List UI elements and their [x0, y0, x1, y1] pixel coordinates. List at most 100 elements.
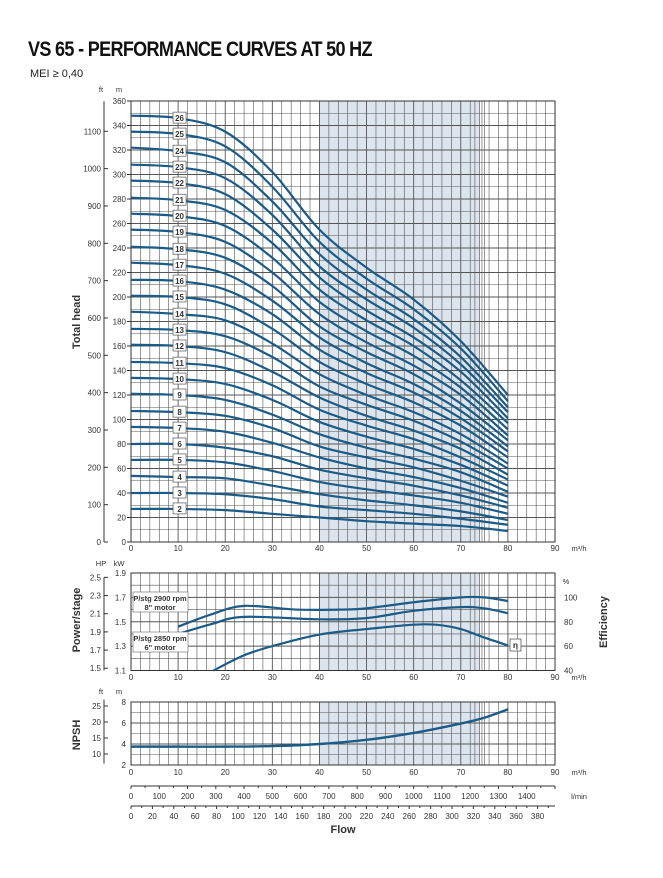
gpm-tick-label: 160: [296, 812, 310, 821]
y-axis-title: Total head: [71, 295, 83, 349]
x-tick-label: 50: [362, 673, 371, 682]
y-tick-label-hp: 2.1: [90, 610, 102, 619]
stage-label-20: 20: [175, 212, 184, 221]
y-axis-title-efficiency: Efficiency: [598, 595, 610, 648]
y-tick-label-m: 160: [113, 342, 127, 351]
y-tick-label-pct: 80: [564, 618, 573, 627]
head-curve-stages-8: [130, 409, 509, 498]
y-tick-label-ft: 300: [88, 426, 102, 435]
lmin-tick-label: 900: [379, 792, 393, 801]
stage-label-box: [172, 486, 187, 499]
power-label-motor: 6" motor: [144, 643, 175, 652]
head-curve-stages-15: [130, 294, 509, 459]
stage-label-box: [172, 160, 187, 173]
x-tick-label: 50: [362, 768, 371, 777]
head-curve-stages-24: [130, 146, 509, 409]
x-tick-label: 60: [409, 768, 418, 777]
efficiency-curve: [212, 623, 509, 672]
y-tick-label-kw: 1.7: [115, 593, 127, 602]
x-unit-label: m³/h: [572, 768, 587, 777]
x-tick-label: 80: [503, 544, 512, 553]
y-tick-label-m: 320: [113, 146, 127, 155]
lmin-tick-label: 0: [129, 792, 134, 801]
gpm-tick-label: 80: [212, 812, 221, 821]
x-tick-label: 80: [503, 768, 512, 777]
lmin-tick-label: 200: [181, 792, 195, 801]
y-tick-label-ft: 1100: [84, 127, 102, 136]
x-tick-label: 90: [551, 544, 560, 553]
stage-label-box: [172, 388, 187, 401]
gpm-tick-label: 340: [488, 812, 502, 821]
head-curve-stages-22: [130, 179, 509, 420]
y-tick-label-m: 120: [113, 391, 127, 400]
y-tick-label-ft: 25: [92, 702, 101, 711]
head-curve-stages-14: [130, 310, 509, 465]
y-tick-label-ft: 500: [88, 351, 102, 360]
stage-label-11: 11: [175, 359, 184, 368]
x-tick-label: 20: [221, 768, 230, 777]
stage-label-18: 18: [175, 245, 184, 254]
stage-label-16: 16: [175, 277, 184, 286]
y-tick-label-hp: 1.5: [90, 664, 102, 673]
stage-label-box: [172, 290, 187, 303]
y-tick-label-kw: 1.9: [115, 569, 127, 578]
head-curve-stages-11: [130, 360, 509, 481]
stage-label-6: 6: [177, 440, 182, 449]
gpm-tick-label: 360: [510, 812, 524, 821]
y-tick-label-ft: 800: [88, 239, 102, 248]
x-tick-label: 0: [129, 544, 134, 553]
stage-label-7: 7: [177, 424, 182, 433]
power-chart-frame: [130, 572, 556, 671]
power-label-box: [132, 631, 189, 653]
gpm-tick-label: 120: [253, 812, 267, 821]
stage-label-box: [172, 111, 187, 124]
head-curve-stages-18: [130, 245, 509, 442]
gpm-tick-label: 240: [381, 812, 395, 821]
y-tick-label-pct: 100: [564, 593, 578, 602]
stage-label-15: 15: [175, 293, 184, 302]
stage-label-5: 5: [177, 456, 182, 465]
power-curve-1: [177, 595, 509, 628]
ft-unit-label: ft: [99, 687, 104, 696]
hp-unit-label: HP: [96, 559, 106, 568]
power-label-name: P/stg 2900 rpm: [133, 594, 187, 603]
x-unit-label: m³/h: [572, 673, 587, 682]
y-tick-label-kw: 1.3: [115, 642, 127, 651]
y-tick-label-ft: 700: [88, 277, 102, 286]
stage-label-14: 14: [175, 310, 184, 319]
y-tick-label-m: 300: [113, 171, 127, 180]
pct-unit-label: %: [563, 577, 570, 586]
y-tick-label-m: 2: [122, 761, 127, 770]
x-tick-label: 90: [551, 673, 560, 682]
y-tick-label-m: 240: [113, 244, 127, 253]
y-tick-label-m: 60: [117, 465, 126, 474]
lmin-tick-label: 1300: [490, 792, 508, 801]
head-curve-stages-13: [130, 327, 509, 470]
y-tick-label-m: 260: [113, 220, 127, 229]
y-tick-label-ft: 600: [88, 314, 102, 323]
gpm-tick-label: 280: [424, 812, 438, 821]
y-tick-label-m: 360: [113, 97, 127, 106]
y-tick-label-m: 8: [122, 698, 127, 707]
gpm-tick-label: 140: [274, 812, 288, 821]
stage-label-box: [172, 502, 187, 515]
gpm-tick-label: 60: [191, 812, 200, 821]
y-tick-label-m: 180: [113, 318, 127, 327]
x-tick-label: 10: [174, 673, 183, 682]
y-tick-label-hp: 1.7: [90, 646, 102, 655]
y-tick-label-hp: 2.3: [90, 592, 102, 601]
gpm-tick-label: 380: [531, 812, 545, 821]
stage-label-box: [172, 144, 187, 157]
y-tick-label-hp: 2.5: [90, 573, 102, 582]
head-curve-stages-9: [130, 392, 509, 493]
y-tick-label-ft: 20: [92, 718, 101, 727]
stage-label-19: 19: [175, 228, 184, 237]
stage-label-box: [172, 127, 187, 140]
stage-label-3: 3: [177, 489, 182, 498]
power-label-box: [132, 591, 189, 613]
stage-label-box: [172, 437, 187, 450]
stage-label-box: [172, 356, 187, 369]
flow-axis-title: Flow: [330, 824, 355, 836]
stage-label-24: 24: [175, 147, 184, 156]
lmin-unit-label: l/min: [571, 792, 587, 801]
